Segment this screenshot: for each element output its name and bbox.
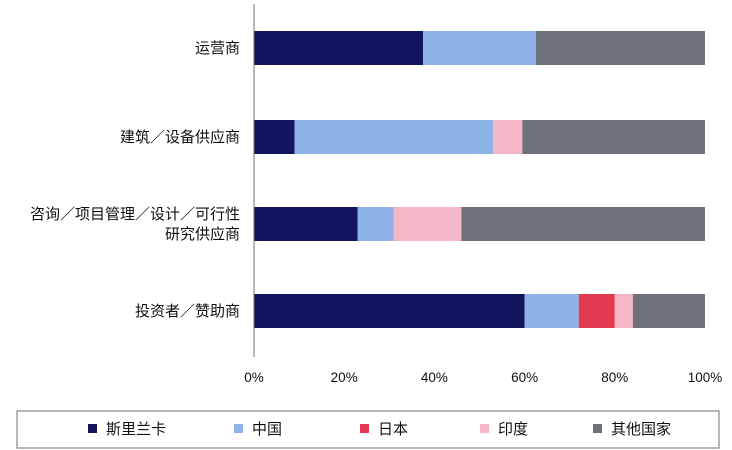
legend-item: 斯里兰卡: [88, 420, 166, 438]
legend-frame: [16, 410, 720, 449]
category-label: 投资者／赞助商: [135, 302, 240, 320]
legend-swatch: [88, 424, 97, 433]
legend-item: 其他国家: [593, 420, 671, 438]
bar-segment: [632, 294, 705, 328]
bar-segment: [522, 120, 705, 154]
bars-layer: [254, 31, 705, 328]
category-label: 运营商: [195, 39, 240, 57]
x-tick-labels: 0% 20% 40% 60% 80% 100%: [244, 370, 722, 385]
bar-segment: [535, 31, 705, 65]
x-tick-label: 100%: [688, 370, 723, 385]
bar-segment: [423, 31, 536, 65]
x-tick-label: 60%: [511, 370, 538, 385]
legend-swatch: [593, 424, 602, 433]
bar-segment: [294, 120, 494, 154]
bar-segment: [493, 120, 523, 154]
x-tick-label: 40%: [421, 370, 448, 385]
category-label: 建筑／设备供应商: [120, 128, 240, 146]
bar-segment: [254, 31, 424, 65]
legend-item: 印度: [480, 420, 528, 438]
legend-label: 日本: [378, 420, 408, 438]
legend-label: 中国: [252, 420, 282, 438]
bar-segment: [461, 207, 705, 241]
legend-item: 日本: [360, 420, 408, 438]
bar-segment: [578, 294, 615, 328]
bar-segment: [524, 294, 579, 328]
bar-segment: [254, 294, 525, 328]
legend: 斯里兰卡 中国 日本 印度 其他国家: [16, 410, 720, 449]
legend-swatch: [480, 424, 489, 433]
bar-segment: [357, 207, 394, 241]
legend-swatch: [360, 424, 369, 433]
legend-label: 印度: [498, 420, 528, 438]
category-label: 研究供应商: [165, 225, 240, 243]
bar-segment: [393, 207, 462, 241]
x-tick-label: 0%: [244, 370, 264, 385]
x-tick-label: 80%: [601, 370, 628, 385]
legend-swatch: [234, 424, 243, 433]
x-tick-label: 20%: [331, 370, 358, 385]
legend-label: 斯里兰卡: [106, 420, 166, 438]
bar-segment: [614, 294, 633, 328]
bar-segment: [254, 120, 295, 154]
legend-item: 中国: [234, 420, 282, 438]
category-label: 咨询／项目管理／设计／可行性: [30, 205, 240, 223]
bar-segment: [254, 207, 358, 241]
legend-label: 其他国家: [611, 420, 671, 438]
